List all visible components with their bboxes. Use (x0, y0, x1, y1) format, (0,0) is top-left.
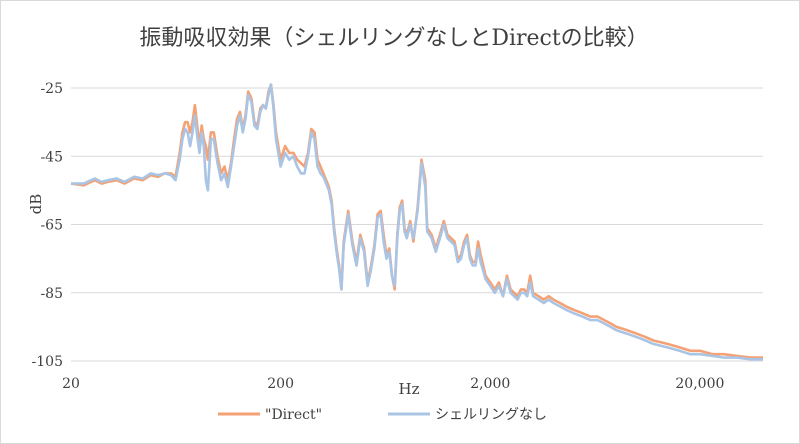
y-tick-labels: -25 -45 -65 -85 -105 (32, 81, 63, 370)
y-tick-label: -45 (40, 149, 63, 165)
series-line-2 (71, 83, 763, 361)
gridlines (71, 87, 763, 362)
x-tick-label: 2,000 (470, 376, 510, 392)
y-tick-label: -105 (32, 354, 63, 370)
x-tick-label: 200 (267, 376, 294, 392)
x-tick-label: 20 (62, 376, 80, 392)
y-tick-label: -65 (40, 218, 63, 234)
y-tick-label: -85 (40, 286, 63, 302)
chart-title: 振動吸収効果（シェルリングなしとDirectの比較） (139, 26, 648, 51)
y-tick-label: -25 (40, 81, 63, 97)
x-axis-label: Hz (399, 380, 420, 398)
legend: "Direct" シェルリングなし (218, 407, 547, 423)
x-tick-labels: 20 200 2,000 20,000 (62, 376, 724, 392)
series-layer (70, 83, 763, 361)
legend-label: シェルリングなし (435, 407, 547, 423)
legend-label: "Direct" (265, 407, 322, 423)
y-axis-label: dB (27, 194, 45, 215)
x-tick-label: 20,000 (675, 376, 724, 392)
